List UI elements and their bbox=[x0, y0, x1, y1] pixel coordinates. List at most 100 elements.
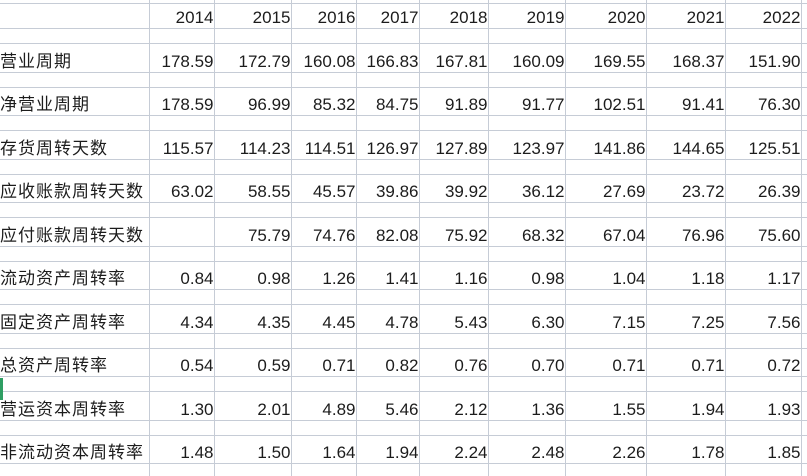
value-cell[interactable]: 4.34 bbox=[149, 305, 214, 334]
grid-cell[interactable] bbox=[356, 377, 419, 392]
grid-cell[interactable] bbox=[149, 334, 214, 349]
grid-cell[interactable] bbox=[801, 4, 807, 29]
value-cell[interactable]: 144.65 bbox=[646, 131, 725, 160]
grid-cell[interactable] bbox=[214, 464, 291, 476]
grid-cell[interactable] bbox=[488, 116, 565, 131]
grid-cell[interactable] bbox=[565, 421, 646, 436]
grid-cell[interactable] bbox=[214, 203, 291, 218]
column-header-year[interactable]: 2018 bbox=[419, 4, 488, 29]
value-cell[interactable]: 68.32 bbox=[488, 218, 565, 247]
grid-cell[interactable] bbox=[356, 203, 419, 218]
grid-cell[interactable] bbox=[214, 334, 291, 349]
value-cell[interactable]: 0.71 bbox=[291, 349, 356, 377]
grid-cell[interactable] bbox=[725, 334, 801, 349]
value-cell[interactable]: 91.89 bbox=[419, 88, 488, 116]
grid-cell[interactable] bbox=[801, 290, 807, 305]
row-label[interactable]: 总资产周转率 bbox=[0, 349, 149, 377]
value-cell[interactable]: 178.59 bbox=[149, 44, 214, 73]
value-cell[interactable]: 1.16 bbox=[419, 262, 488, 290]
grid-cell[interactable] bbox=[488, 464, 565, 476]
grid-cell[interactable] bbox=[565, 116, 646, 131]
grid-cell[interactable] bbox=[291, 116, 356, 131]
column-header-year[interactable]: 2019 bbox=[488, 4, 565, 29]
grid-cell[interactable] bbox=[801, 262, 807, 290]
grid-cell[interactable] bbox=[488, 160, 565, 175]
value-cell[interactable]: 4.89 bbox=[291, 392, 356, 421]
value-cell[interactable]: 67.04 bbox=[565, 218, 646, 247]
grid-cell[interactable] bbox=[646, 203, 725, 218]
value-cell[interactable]: 5.43 bbox=[419, 305, 488, 334]
value-cell[interactable]: 58.55 bbox=[214, 175, 291, 203]
value-cell[interactable]: 1.78 bbox=[646, 436, 725, 464]
grid-cell[interactable] bbox=[214, 421, 291, 436]
value-cell[interactable]: 45.57 bbox=[291, 175, 356, 203]
grid-cell[interactable] bbox=[725, 247, 801, 262]
grid-cell[interactable] bbox=[801, 203, 807, 218]
grid-cell[interactable] bbox=[646, 290, 725, 305]
row-label[interactable]: 固定资产周转率 bbox=[0, 305, 149, 334]
grid-cell[interactable] bbox=[646, 247, 725, 262]
value-cell[interactable]: 91.41 bbox=[646, 88, 725, 116]
grid-cell[interactable] bbox=[419, 203, 488, 218]
row-label[interactable]: 应付账款周转天数 bbox=[0, 218, 149, 247]
value-cell[interactable]: 75.92 bbox=[419, 218, 488, 247]
value-cell[interactable]: 2.48 bbox=[488, 436, 565, 464]
grid-cell[interactable] bbox=[801, 88, 807, 116]
grid-cell[interactable] bbox=[725, 464, 801, 476]
grid-cell[interactable] bbox=[291, 377, 356, 392]
value-cell[interactable]: 0.59 bbox=[214, 349, 291, 377]
grid-cell[interactable] bbox=[646, 334, 725, 349]
grid-cell[interactable] bbox=[291, 73, 356, 88]
grid-cell[interactable] bbox=[214, 116, 291, 131]
grid-cell[interactable] bbox=[356, 116, 419, 131]
grid-cell[interactable] bbox=[801, 218, 807, 247]
value-cell[interactable]: 1.64 bbox=[291, 436, 356, 464]
grid-cell[interactable] bbox=[0, 290, 149, 305]
value-cell[interactable]: 4.78 bbox=[356, 305, 419, 334]
value-cell[interactable]: 23.72 bbox=[646, 175, 725, 203]
grid-cell[interactable] bbox=[149, 203, 214, 218]
grid-cell[interactable] bbox=[725, 73, 801, 88]
grid-cell[interactable] bbox=[419, 160, 488, 175]
value-cell[interactable]: 1.17 bbox=[725, 262, 801, 290]
value-cell[interactable]: 1.36 bbox=[488, 392, 565, 421]
value-cell[interactable]: 4.45 bbox=[291, 305, 356, 334]
grid-cell[interactable] bbox=[565, 290, 646, 305]
grid-cell[interactable] bbox=[149, 247, 214, 262]
grid-cell[interactable] bbox=[0, 464, 149, 476]
grid-cell[interactable] bbox=[488, 203, 565, 218]
grid-cell[interactable] bbox=[149, 377, 214, 392]
value-cell[interactable]: 125.51 bbox=[725, 131, 801, 160]
value-cell[interactable]: 0.70 bbox=[488, 349, 565, 377]
grid-cell[interactable] bbox=[488, 290, 565, 305]
grid-cell[interactable] bbox=[0, 160, 149, 175]
column-header-year[interactable]: 2017 bbox=[356, 4, 419, 29]
grid-cell[interactable] bbox=[0, 247, 149, 262]
row-label[interactable]: 流动资产周转率 bbox=[0, 262, 149, 290]
grid-cell[interactable] bbox=[565, 464, 646, 476]
column-header-year[interactable]: 2015 bbox=[214, 4, 291, 29]
value-cell[interactable]: 0.98 bbox=[488, 262, 565, 290]
grid-cell[interactable] bbox=[214, 73, 291, 88]
grid-cell[interactable] bbox=[565, 377, 646, 392]
value-cell[interactable]: 76.96 bbox=[646, 218, 725, 247]
value-cell[interactable]: 74.76 bbox=[291, 218, 356, 247]
value-cell[interactable]: 75.60 bbox=[725, 218, 801, 247]
value-cell[interactable]: 0.84 bbox=[149, 262, 214, 290]
value-cell[interactable] bbox=[149, 218, 214, 247]
row-label[interactable]: 存货周转天数 bbox=[0, 131, 149, 160]
grid-cell[interactable] bbox=[725, 290, 801, 305]
value-cell[interactable]: 102.51 bbox=[565, 88, 646, 116]
value-cell[interactable]: 7.25 bbox=[646, 305, 725, 334]
row-label[interactable]: 应收账款周转天数 bbox=[0, 175, 149, 203]
grid-cell[interactable] bbox=[0, 73, 149, 88]
grid-cell[interactable] bbox=[419, 116, 488, 131]
value-cell[interactable]: 160.09 bbox=[488, 44, 565, 73]
grid-cell[interactable] bbox=[801, 29, 807, 44]
value-cell[interactable]: 1.85 bbox=[725, 436, 801, 464]
grid-cell[interactable] bbox=[291, 29, 356, 44]
grid-cell[interactable] bbox=[0, 421, 149, 436]
value-cell[interactable]: 0.71 bbox=[565, 349, 646, 377]
value-cell[interactable]: 96.99 bbox=[214, 88, 291, 116]
value-cell[interactable]: 1.50 bbox=[214, 436, 291, 464]
